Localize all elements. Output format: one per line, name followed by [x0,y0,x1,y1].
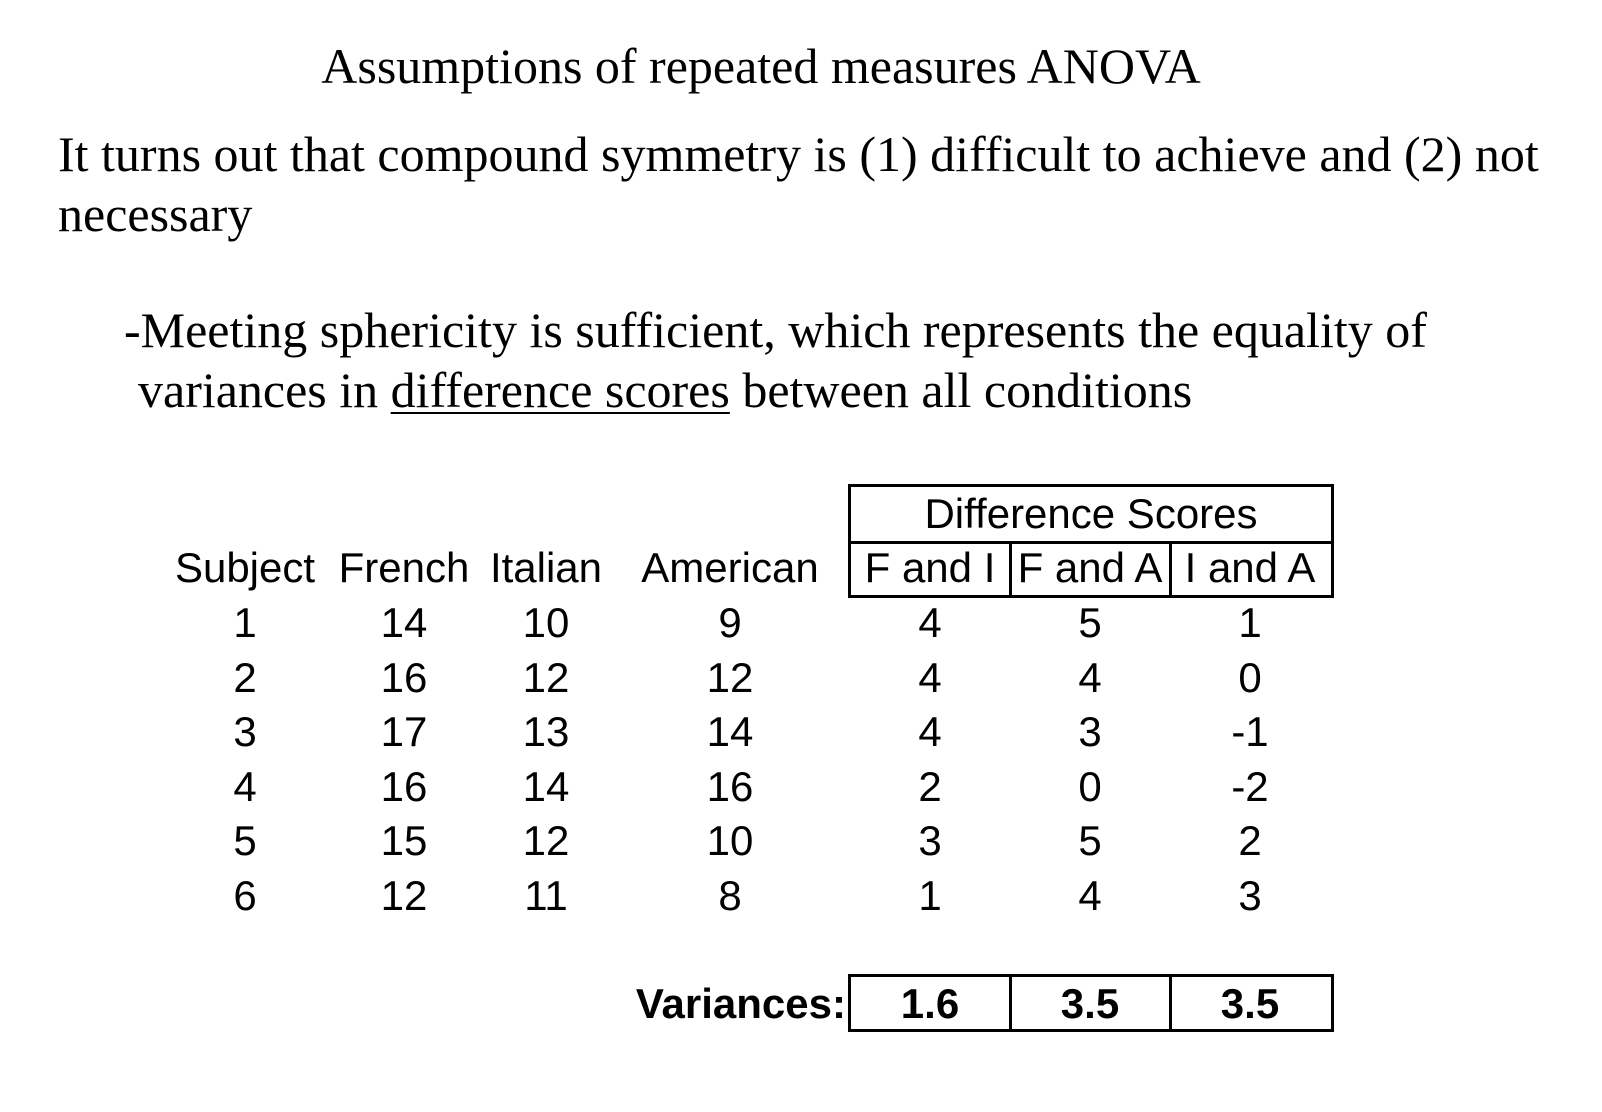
slide-title: Assumptions of repeated measures ANOVA [0,38,1602,94]
sphericity-line-1: -Meeting sphericity is sufficient, which… [124,302,1427,358]
column-header-f-and-i: F and I [864,544,996,591]
cell-american: 9 [718,599,742,646]
cell-f-and-a: 5 [1078,817,1102,864]
variances-label: Variances: [635,980,846,1027]
cell-american: 14 [706,708,754,755]
cell-american: 10 [706,817,754,864]
difference-scores-header: Difference Scores [924,490,1258,537]
cell-f-and-i: 4 [918,599,942,646]
column-header-subject: Subject [174,544,316,591]
cell-f-and-a: 5 [1078,599,1102,646]
cell-f-and-a: 4 [1078,653,1102,701]
difference-scores-header-box [848,484,1334,598]
cell-f-and-a: 0 [1078,762,1102,810]
cell-subject: 3 [233,708,257,755]
cell-i-and-a: 2 [1238,817,1262,864]
variance-f-and-a: 3.5 [1060,980,1120,1027]
cell-american: 16 [706,762,754,810]
sphericity-line-2: variances in difference scores between a… [124,360,1524,420]
variance-i-and-a: 3.5 [1220,980,1280,1027]
cell-i-and-a: -2 [1231,762,1269,810]
cell-italian: 10 [522,599,570,646]
cell-subject: 5 [233,817,257,864]
column-header-italian: Italian [489,544,603,591]
sphericity-line-2-end: between all conditions [729,362,1193,418]
header-column-divider [1009,541,1012,595]
header-column-divider [1169,541,1172,595]
cell-f-and-i: 4 [918,653,942,701]
variance-f-and-i: 1.6 [900,980,960,1027]
cell-subject: 1 [233,599,257,646]
cell-i-and-a: 3 [1238,871,1262,919]
cell-subject: 2 [233,653,257,701]
slide-title-text: Assumptions of repeated measures ANOVA [321,38,1201,94]
cell-f-and-i: 2 [918,762,942,810]
cell-f-and-i: 4 [918,708,942,755]
cell-f-and-i: 1 [918,871,942,919]
variances-box [848,974,1334,1032]
cell-american: 12 [706,653,754,701]
difference-scores-underlined: difference scores [390,362,730,418]
cell-french: 16 [380,653,428,701]
cell-italian: 13 [522,708,570,755]
cell-f-and-a: 4 [1078,871,1102,919]
column-header-i-and-a: I and A [1184,544,1316,591]
sphericity-paragraph: -Meeting sphericity is sufficient, which… [124,300,1524,420]
cell-subject: 4 [233,762,257,810]
cell-american: 8 [718,871,742,919]
cell-i-and-a: 1 [1238,599,1262,646]
cell-french: 12 [380,871,428,919]
cell-italian: 11 [524,871,568,919]
column-header-french: French [338,544,470,591]
cell-subject: 6 [233,871,257,919]
cell-french: 14 [380,599,428,646]
cell-f-and-a: 3 [1078,708,1102,755]
cell-i-and-a: 0 [1238,653,1262,701]
variances-column-divider [1009,977,1012,1029]
variances-column-divider [1169,977,1172,1029]
compound-symmetry-paragraph: It turns out that compound symmetry is (… [58,126,1539,242]
cell-i-and-a: -1 [1231,708,1269,755]
header-divider [851,541,1331,544]
cell-italian: 12 [522,817,570,864]
cell-french: 17 [380,708,428,755]
column-header-f-and-a: F and A [1017,544,1163,591]
cell-f-and-i: 3 [918,817,942,864]
cell-italian: 12 [522,653,570,701]
cell-french: 15 [380,817,428,864]
cell-french: 16 [380,762,428,810]
cell-italian: 14 [522,762,570,810]
sphericity-line-2-start: variances in [138,362,391,418]
column-header-american: American [641,544,819,591]
